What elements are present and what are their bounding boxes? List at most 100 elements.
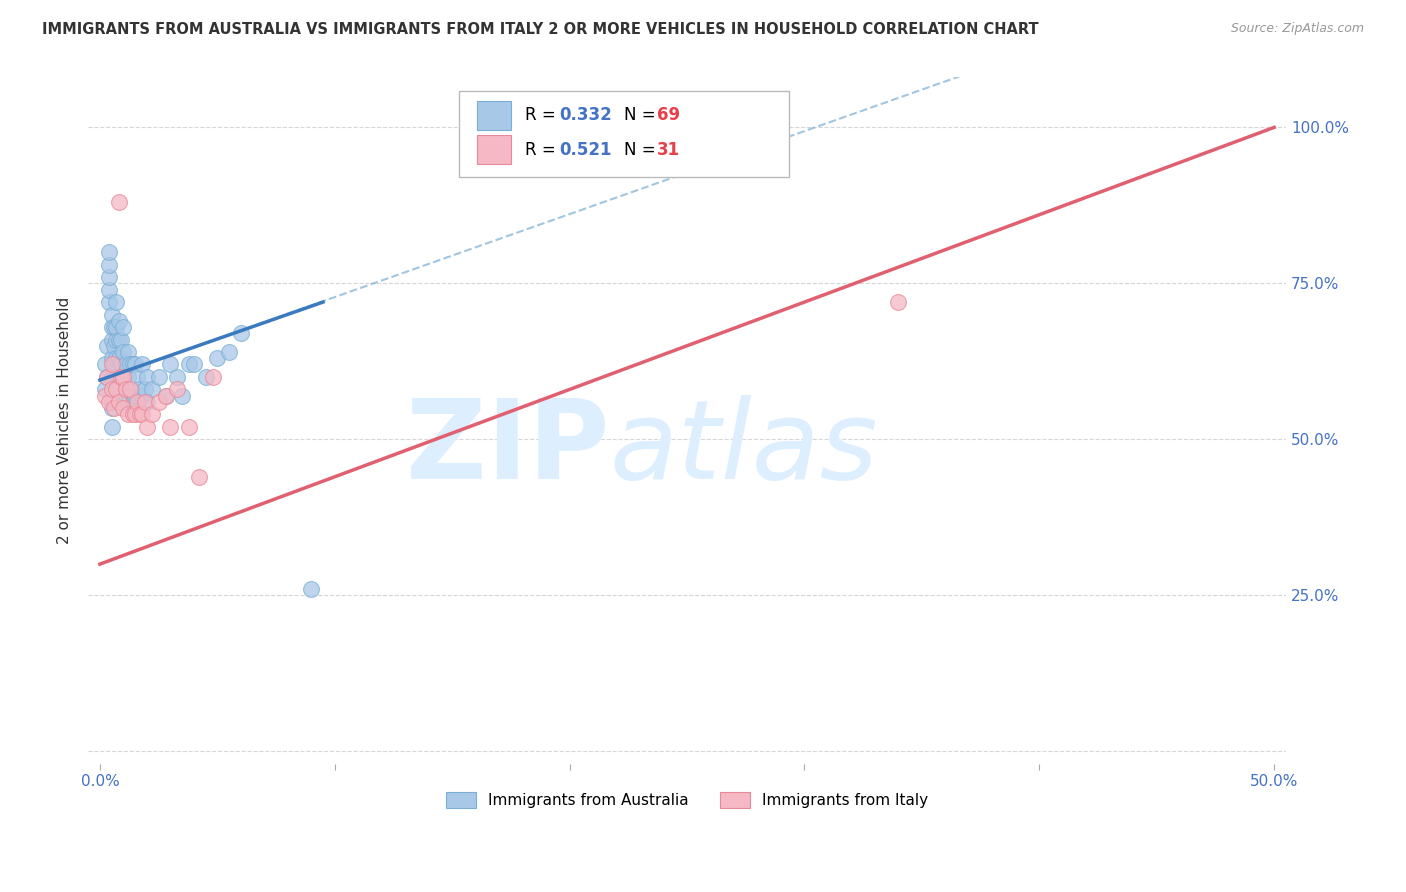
Point [112,370,135,384]
Point [100,351,122,366]
Point [141,383,163,397]
Point [107,389,129,403]
Point [110,333,132,347]
Point [117,370,139,384]
FancyBboxPatch shape [478,135,510,164]
Point [159,358,181,372]
Point [100,383,122,397]
Point [110,358,132,372]
Point [112,345,135,359]
Point [166,370,188,384]
Point [131,389,153,403]
Point [121,408,143,422]
Point [887,295,910,310]
Point [201,370,224,384]
Point [112,370,135,384]
Point [117,395,139,409]
Text: 31: 31 [657,141,681,159]
Point [134,383,156,397]
Text: 69: 69 [657,106,681,124]
Point [105,383,128,397]
Point [112,401,135,416]
Point [98,283,121,297]
Text: atlas: atlas [609,394,877,501]
Point [107,370,129,384]
Point [131,408,153,422]
Point [114,358,136,372]
Point [105,370,128,384]
Point [100,333,122,347]
Point [120,358,142,372]
Point [207,351,229,366]
Point [128,383,150,397]
Point [187,470,209,484]
Text: 0.332: 0.332 [560,106,612,124]
FancyBboxPatch shape [460,91,789,177]
Point [134,395,156,409]
Point [124,389,146,403]
Point [103,401,125,416]
Point [128,408,150,422]
Point [117,345,139,359]
Point [112,320,135,334]
Point [93,358,115,372]
Legend: Immigrants from Australia, Immigrants from Italy: Immigrants from Australia, Immigrants fr… [440,787,935,814]
Point [93,383,115,397]
Point [117,408,139,422]
Y-axis label: 2 or more Vehicles in Household: 2 or more Vehicles in Household [58,297,72,544]
Point [100,395,122,409]
Text: R =: R = [526,106,561,124]
Point [141,408,163,422]
Point [299,582,322,596]
Point [100,320,122,334]
Point [107,195,129,210]
Point [183,358,205,372]
Point [105,351,128,366]
Point [100,370,122,384]
Point [105,295,128,310]
Point [124,408,146,422]
Point [229,326,252,341]
Point [107,314,129,328]
Point [135,370,157,384]
Point [100,358,122,372]
Point [114,389,136,403]
Point [107,333,129,347]
Text: N =: N = [624,106,661,124]
Point [114,383,136,397]
Point [148,395,170,409]
Point [98,270,121,285]
Point [110,370,132,384]
Point [96,370,118,384]
Point [166,383,188,397]
Point [121,395,143,409]
Point [155,389,177,403]
Point [131,358,153,372]
Text: IMMIGRANTS FROM AUSTRALIA VS IMMIGRANTS FROM ITALY 2 OR MORE VEHICLES IN HOUSEHO: IMMIGRANTS FROM AUSTRALIA VS IMMIGRANTS … [42,22,1039,37]
Point [121,358,143,372]
Point [107,395,129,409]
Text: Source: ZipAtlas.com: Source: ZipAtlas.com [1230,22,1364,36]
Point [172,389,194,403]
Point [194,370,217,384]
Point [155,389,177,403]
Point [105,320,128,334]
Point [103,358,125,372]
Text: 0.521: 0.521 [560,141,612,159]
Point [120,389,142,403]
Point [96,339,118,353]
Text: ZIP: ZIP [406,394,609,501]
Point [218,345,240,359]
Point [103,383,125,397]
Point [98,258,121,272]
Point [100,401,122,416]
Text: R =: R = [526,141,561,159]
Point [179,358,201,372]
Point [112,395,135,409]
Point [98,245,121,260]
Point [135,395,157,409]
Point [96,370,118,384]
Point [148,370,170,384]
Point [135,420,157,434]
Point [127,395,149,409]
